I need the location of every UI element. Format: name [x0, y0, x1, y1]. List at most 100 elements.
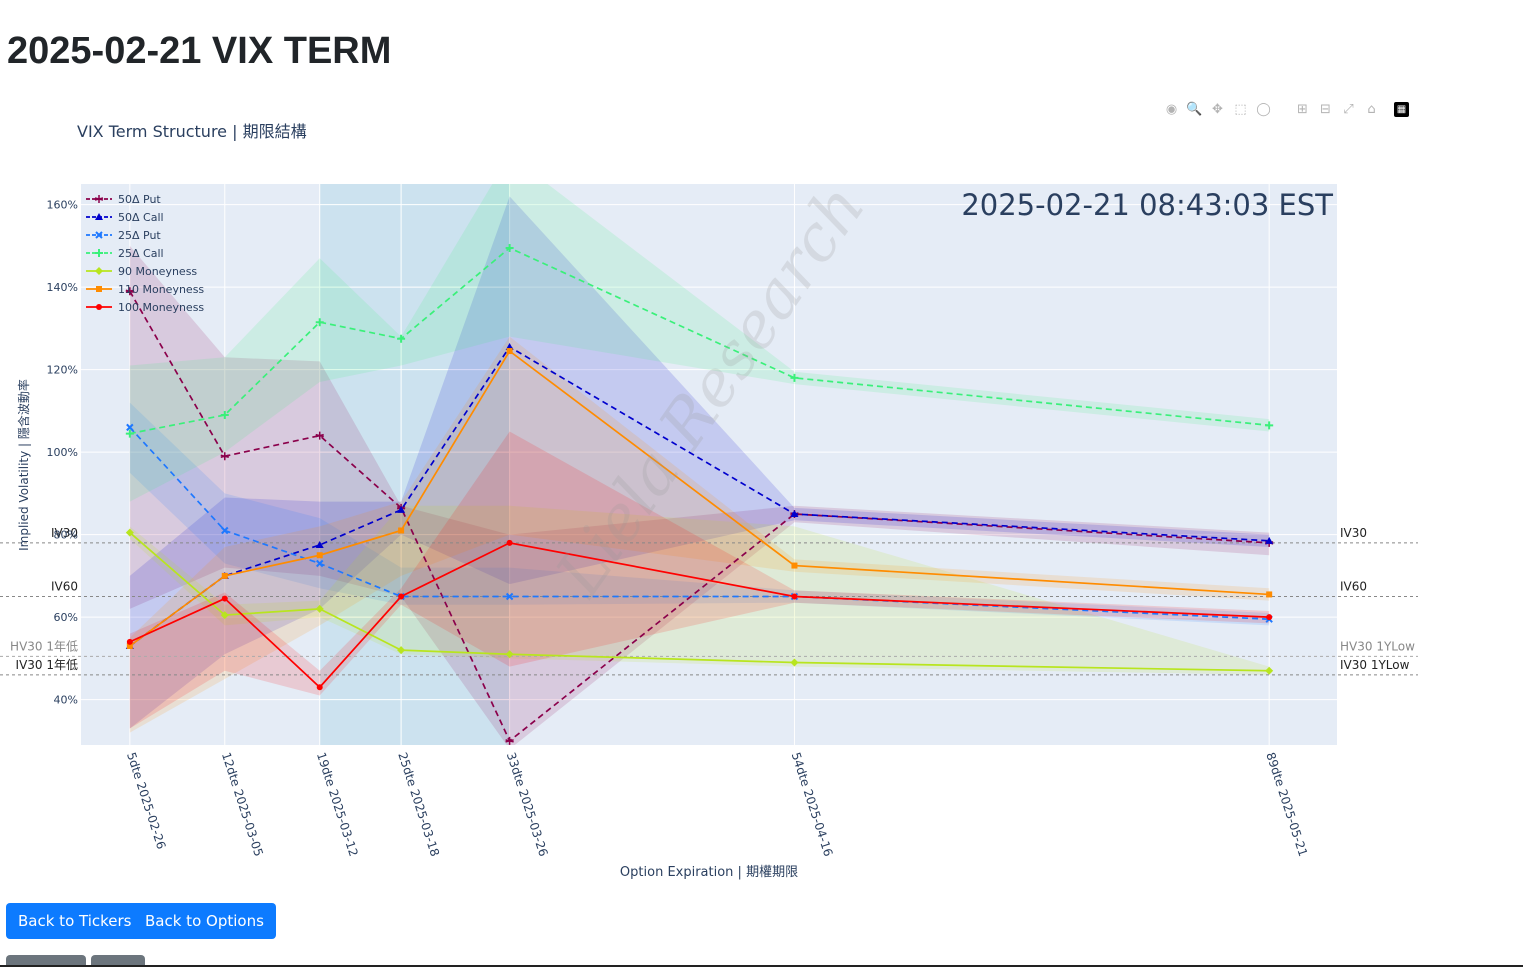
series-marker [397, 505, 406, 513]
series-marker [506, 348, 513, 355]
reference-line-left-label: HV30 1年低 [10, 639, 78, 653]
series-marker [397, 334, 406, 343]
collapsed-button[interactable] [6, 955, 86, 967]
pan-icon[interactable]: ✥ [1212, 101, 1223, 117]
zoom-in-icon[interactable]: ⊞ [1297, 101, 1308, 117]
legend-entry: 50Δ Put [118, 193, 161, 206]
lasso-icon[interactable]: ◯ [1256, 101, 1271, 117]
chart-modebar: ◉ 🔍 ✥ ⬚ ◯ ⊞ ⊟ ⤢ ⌂ ▦ [1163, 99, 1409, 119]
series-marker [95, 231, 103, 239]
reference-line-right-label: IV30 [1340, 526, 1367, 540]
series-marker [790, 373, 799, 382]
reference-line-right-label: IV30 1YLow [1340, 658, 1410, 672]
y-tick-label: 160% [47, 199, 78, 212]
back-to-options-button[interactable]: Back to Options [133, 903, 276, 939]
chart-timestamp: 2025-02-21 08:43:03 EST [961, 188, 1333, 222]
series-marker [126, 638, 133, 645]
series-marker [96, 286, 102, 292]
reference-line-right-label: IV60 [1340, 580, 1367, 594]
series-marker [790, 510, 799, 517]
series-marker [125, 528, 134, 537]
confidence-band [129, 402, 1270, 626]
series-marker [1265, 536, 1274, 544]
confidence-band [129, 431, 1270, 729]
x-tick-label: 19dte 2025-03-12 [314, 751, 361, 859]
series-marker [397, 646, 406, 655]
reference-line-left-label: IV30 1年低 [16, 658, 78, 672]
box-select-icon[interactable]: ⬚ [1234, 101, 1247, 117]
series-marker [316, 559, 324, 568]
series-marker [315, 540, 324, 548]
camera-icon[interactable]: ◉ [1165, 101, 1178, 117]
series-marker [316, 552, 323, 559]
series-marker [398, 527, 405, 534]
legend-entry: 100 Moneyness [118, 301, 204, 314]
series-marker [315, 318, 324, 327]
y-tick-label: 40% [54, 694, 78, 707]
confidence-band [129, 196, 1270, 729]
series-marker [221, 595, 228, 602]
page-title: 2025-02-21 VIX TERM [7, 30, 392, 72]
reset-axes-icon[interactable]: ⌂ [1367, 101, 1376, 117]
y-tick-label: 140% [47, 281, 78, 294]
x-tick-label: 33dte 2025-03-26 [504, 751, 551, 859]
series-marker [1265, 666, 1274, 675]
series-marker [1265, 421, 1274, 430]
series-marker [126, 423, 134, 432]
reference-line-right-label: HV30 1YLow [1340, 639, 1415, 653]
x-axis-title: Option Expiration | 期權期限 [620, 865, 798, 880]
series-marker [220, 611, 229, 620]
series-marker [505, 592, 514, 601]
series-marker [506, 539, 513, 546]
series-marker [505, 650, 514, 659]
series-marker [315, 431, 324, 440]
collapsed-button[interactable] [91, 955, 145, 967]
reference-line-left-label: IV60 [51, 580, 78, 594]
y-tick-label: 60% [54, 611, 78, 624]
series-marker [505, 736, 514, 745]
back-to-tickers-button[interactable]: Back to Tickers [6, 903, 144, 939]
series-marker [315, 604, 324, 613]
x-tick-label: 25dte 2025-03-18 [395, 751, 442, 859]
series-marker [125, 287, 135, 296]
confidence-band [129, 336, 1270, 733]
series-marker [96, 304, 102, 310]
series-marker [220, 411, 229, 419]
series-marker [125, 429, 134, 438]
series-marker [316, 684, 323, 691]
x-tick-label: 5dte 2025-02-26 [124, 751, 168, 851]
series-marker [126, 643, 133, 649]
zoom-out-icon[interactable]: ⊟ [1320, 101, 1331, 117]
series-marker [220, 452, 229, 461]
legend-entry: 50Δ Call [118, 211, 164, 224]
series-marker [398, 593, 405, 600]
y-axis-title: Implied Volatility | 隱含波動率 [16, 379, 31, 551]
chart-title: VIX Term Structure | 期限結構 [77, 122, 307, 141]
legend-entry: 90 Moneyness [118, 265, 197, 278]
confidence-band [129, 184, 1270, 502]
autoscale-icon[interactable]: ⤢ [1343, 101, 1354, 117]
series-marker [505, 243, 514, 252]
series-marker [221, 572, 228, 579]
series-marker [94, 195, 104, 203]
y-tick-label: 100% [47, 446, 78, 459]
legend-entry: 25Δ Put [118, 229, 161, 242]
series-marker [1266, 591, 1273, 598]
term-structure-chart: VIX Term Structure | 期限結構 IV30 IV30 IV60 IV… [0, 122, 1418, 880]
series-marker [95, 213, 103, 220]
legend-entry: 25Δ Call [118, 247, 164, 260]
series-marker [95, 267, 103, 275]
series-marker [791, 593, 798, 600]
x-tick-label: 54dte 2025-04-16 [789, 751, 836, 859]
reference-line-left-label: IV30 [51, 526, 78, 540]
series-marker [790, 658, 799, 667]
zoom-icon[interactable]: 🔍 [1186, 101, 1203, 117]
plotly-logo-icon[interactable]: ▦ [1394, 101, 1409, 117]
series-marker [791, 562, 798, 569]
x-tick-label: 89dte 2025-05-21 [1263, 751, 1310, 859]
y-tick-label: 120% [47, 364, 78, 377]
series-marker [95, 249, 103, 257]
legend-entry: 110 Moneyness [118, 283, 204, 296]
series-marker [1266, 614, 1273, 621]
confidence-band [129, 245, 1270, 745]
